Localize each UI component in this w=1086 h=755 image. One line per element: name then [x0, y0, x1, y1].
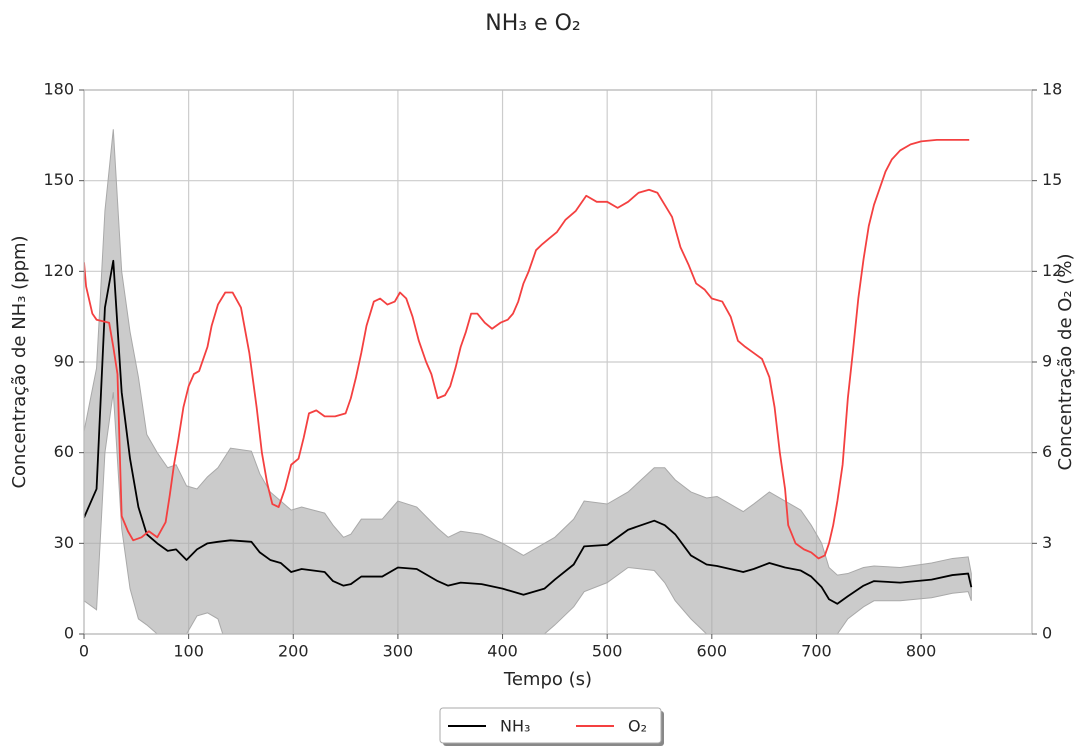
y2-tick-label: 12 — [1042, 261, 1062, 280]
confidence-band — [84, 129, 972, 634]
chart-title: NH₃ e O₂ — [485, 11, 580, 36]
series-line — [84, 259, 973, 605]
y-tick-label: 60 — [54, 442, 74, 461]
y-tick-label: 90 — [54, 352, 74, 371]
y-tick-label: 30 — [54, 533, 74, 552]
x-tick-label: 0 — [79, 642, 89, 661]
legend-box — [439, 707, 662, 744]
y2-tick-label: 0 — [1042, 624, 1052, 643]
y2-tick-label: 9 — [1042, 352, 1052, 371]
y-tick-label: 0 — [64, 624, 74, 643]
series-line — [84, 138, 970, 560]
x-tick-label: 100 — [173, 642, 204, 661]
y-axis-label: Concentração de NH₃ (ppm) — [9, 235, 30, 488]
x-axis-label: Tempo (s) — [503, 669, 592, 690]
x-tick-label: 500 — [592, 642, 623, 661]
axes: 0 100 200 300 400 500 600 700 800030609012015018… — [43, 80, 1062, 661]
legend: NH₃ O₂ — [439, 707, 664, 746]
y2-tick-label: 6 — [1042, 442, 1052, 461]
x-tick-label: 800 — [906, 642, 937, 661]
y-tick-label: 150 — [43, 170, 74, 189]
y-tick-label: 120 — [43, 261, 74, 280]
x-tick-label: 400 — [487, 642, 518, 661]
legend-label: O₂ — [628, 717, 647, 736]
y-tick-label: 180 — [43, 80, 74, 99]
x-tick-label: 600 — [697, 642, 728, 661]
y2-tick-label: 15 — [1042, 170, 1062, 189]
legend-label: NH₃ — [500, 717, 530, 736]
y2-axis-label: Concentração de O₂ (%) — [1055, 254, 1076, 471]
y2-tick-label: 18 — [1042, 80, 1062, 99]
x-tick-label: 700 — [801, 642, 832, 661]
y2-tick-label: 3 — [1042, 533, 1052, 552]
x-tick-label: 200 — [278, 642, 309, 661]
x-tick-label: 300 — [383, 642, 414, 661]
plot-area — [84, 129, 973, 634]
